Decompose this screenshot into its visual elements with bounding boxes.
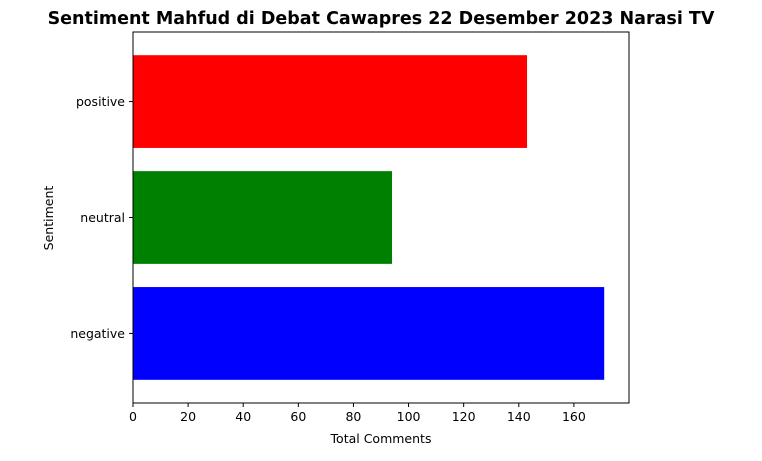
y-axis-label: Sentiment (41, 186, 56, 251)
y-tick-label-positive: positive (76, 94, 125, 109)
bar-negative (133, 287, 605, 380)
x-tick-label-140: 140 (507, 409, 531, 424)
y-tick-label-negative: negative (70, 326, 125, 341)
y-tick-label-neutral: neutral (80, 210, 125, 225)
x-tick-label-100: 100 (397, 409, 421, 424)
bar-positive (133, 55, 528, 148)
x-tick-label-120: 120 (452, 409, 476, 424)
x-tick-label-40: 40 (235, 409, 251, 424)
x-tick-label-20: 20 (180, 409, 196, 424)
x-axis-ticks: 0 20 40 60 80 100 120 140 160 (129, 403, 586, 424)
chart-title: Sentiment Mahfud di Debat Cawapres 22 De… (48, 9, 715, 29)
x-tick-label-80: 80 (345, 409, 361, 424)
x-tick-label-160: 160 (562, 409, 586, 424)
x-axis-label: Total Comments (330, 431, 432, 446)
bar-neutral (133, 171, 393, 264)
bars-group (133, 55, 605, 380)
x-tick-label-60: 60 (290, 409, 306, 424)
y-axis-ticks: negative neutral positive (70, 94, 133, 341)
x-tick-label-0: 0 (129, 409, 137, 424)
